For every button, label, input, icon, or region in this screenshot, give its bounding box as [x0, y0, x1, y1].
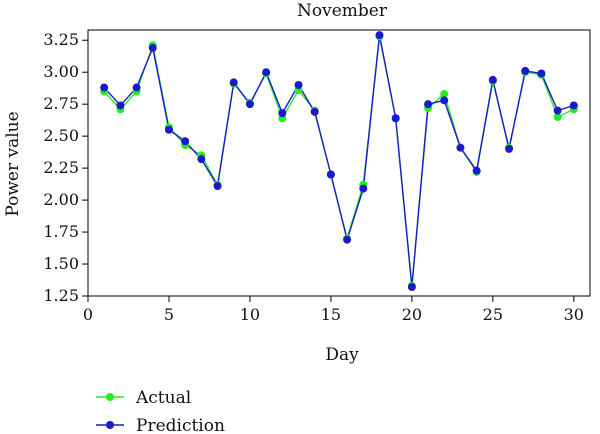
data-point	[440, 89, 449, 98]
data-point	[488, 75, 497, 84]
y-tick-label: 2.25	[43, 158, 79, 177]
data-point	[197, 155, 206, 164]
x-tick-label: 25	[483, 305, 503, 324]
data-point	[310, 107, 319, 116]
data-point	[391, 114, 400, 123]
x-tick-label: 15	[321, 305, 341, 324]
y-tick-label: 2.00	[43, 190, 79, 209]
series-line-1	[103, 34, 575, 288]
series-lines	[103, 34, 575, 288]
x-tick-label: 10	[240, 305, 260, 324]
y-tick-label: 3.00	[43, 62, 79, 81]
data-point	[472, 166, 481, 175]
x-tick-label: 0	[83, 305, 93, 324]
plot-frame	[87, 29, 591, 297]
data-point	[245, 100, 254, 109]
data-point	[553, 112, 562, 121]
x-tick-label: 20	[402, 305, 422, 324]
data-point	[343, 235, 352, 244]
data-point	[326, 170, 335, 179]
data-point	[537, 69, 546, 78]
data-point	[278, 109, 287, 118]
legend-label-1: Prediction	[136, 416, 225, 434]
data-point	[375, 31, 384, 40]
data-point	[116, 101, 125, 110]
data-point	[262, 68, 271, 77]
chart-title: November	[297, 1, 388, 21]
data-point	[456, 143, 465, 152]
y-axis: 1.25 1.50 1.75 2.00 2.25 2.50 2.75 3.00 3.25	[43, 30, 88, 305]
data-point	[505, 144, 514, 153]
data-point	[359, 184, 368, 193]
legend-marker-0	[106, 393, 114, 401]
data-point	[407, 283, 416, 292]
data-point	[569, 101, 578, 110]
y-tick-label: 1.50	[43, 254, 79, 273]
data-point	[148, 43, 157, 52]
data-point	[424, 100, 433, 109]
y-axis-label: Power value	[3, 111, 23, 216]
y-tick-label: 2.50	[43, 126, 79, 145]
y-tick-label: 1.75	[43, 222, 79, 241]
series-line-0	[103, 36, 575, 286]
data-point	[132, 83, 141, 92]
legend-marker-1	[106, 421, 114, 429]
legend-label-0: Actual	[135, 388, 191, 408]
y-tick-label: 2.75	[43, 94, 79, 113]
series-points	[100, 31, 578, 292]
data-point	[553, 106, 562, 115]
y-tick-label: 1.25	[43, 286, 79, 305]
data-point	[213, 182, 222, 191]
data-point	[229, 78, 238, 87]
data-point	[440, 96, 449, 105]
data-point	[164, 125, 173, 134]
data-point	[181, 137, 190, 146]
data-point	[294, 80, 303, 89]
data-point	[521, 66, 530, 75]
x-axis: 0 5 10 15 20 25 30	[83, 296, 584, 324]
data-point	[100, 83, 109, 92]
x-tick-label: 30	[564, 305, 584, 324]
legend: Actual Prediction	[96, 388, 225, 434]
x-tick-label: 5	[164, 305, 174, 324]
x-axis-label: Day	[325, 345, 359, 365]
y-tick-label: 3.25	[43, 30, 79, 49]
